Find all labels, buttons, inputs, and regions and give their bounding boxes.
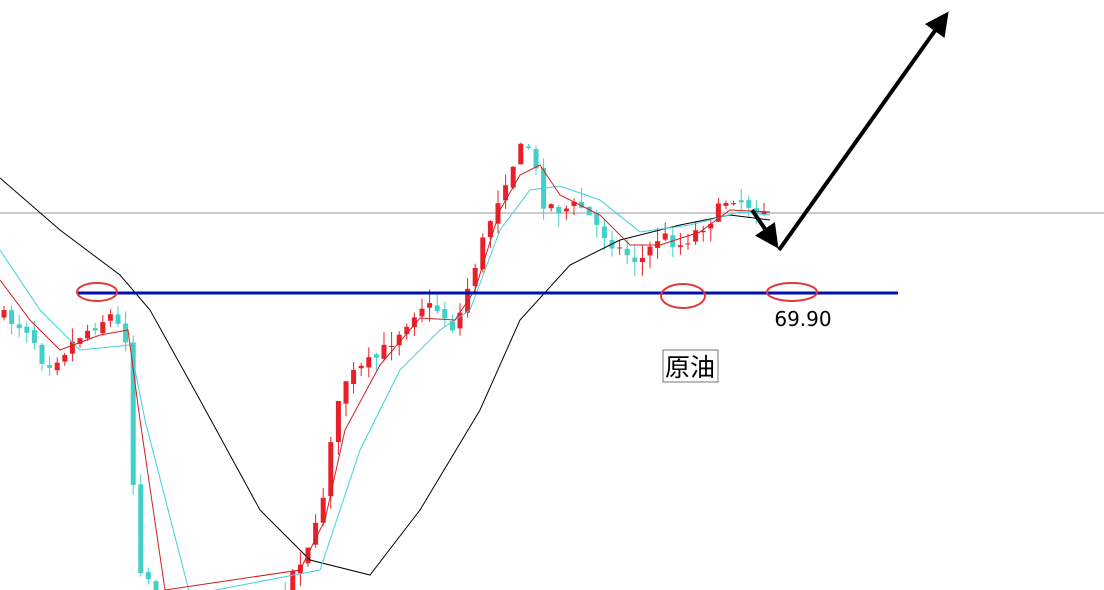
candle-body (351, 369, 357, 385)
candle-body (320, 497, 326, 523)
candle-body (472, 267, 478, 287)
candle-body (427, 303, 433, 308)
candle-body (130, 342, 136, 485)
candle-body (548, 204, 554, 209)
instrument-label: 原油 (665, 353, 715, 382)
arrow-down (750, 208, 779, 249)
candle-body (594, 212, 600, 225)
candle-body (556, 207, 562, 214)
candle-body (685, 243, 691, 245)
candle-body (313, 522, 319, 545)
highlight-ellipse (766, 282, 818, 302)
candle-body (396, 334, 402, 346)
candle-body (677, 245, 683, 247)
candle-body (138, 484, 144, 574)
candle-body (123, 323, 129, 343)
candle-body (434, 305, 440, 312)
candle-body (579, 201, 585, 208)
candle-body (601, 226, 607, 239)
candle-body (366, 357, 372, 368)
candle-body (100, 322, 106, 334)
candle-body (723, 203, 729, 206)
ma-short (0, 164, 771, 590)
candle-body (358, 365, 364, 369)
candle-body (525, 146, 531, 148)
candle-body (411, 317, 417, 328)
candle-body (518, 143, 524, 165)
candle-body (16, 324, 22, 329)
arrow-up (777, 11, 949, 252)
candle-body (77, 338, 83, 344)
candle-body (335, 401, 341, 443)
candle-body (731, 203, 737, 205)
level-label: 69.90 (774, 307, 831, 331)
candle-body (62, 354, 68, 362)
candle-body (31, 330, 37, 344)
candle-body (487, 221, 493, 238)
highlight-ellipse (660, 283, 706, 309)
candle-body (533, 149, 539, 169)
candle-body (145, 572, 151, 579)
candle-body (495, 203, 501, 224)
candle-body (761, 211, 767, 215)
candle-body (419, 308, 425, 317)
candle-body (586, 206, 592, 216)
candle-body (153, 581, 159, 590)
candle-body (693, 230, 699, 242)
candle-body (715, 203, 721, 222)
candle-body (328, 442, 334, 497)
candle-body (503, 185, 509, 201)
candle-body (624, 248, 630, 256)
candle-body (389, 345, 395, 347)
candle-body (404, 326, 410, 335)
highlight-ellipse (76, 282, 118, 302)
candle-body (92, 328, 98, 331)
candle-body (290, 570, 296, 590)
candle-body (85, 330, 91, 339)
candle-body (442, 308, 448, 319)
candle-body (480, 237, 486, 270)
candle-body (746, 200, 752, 208)
candle-body (69, 341, 75, 354)
candle-body (47, 365, 53, 368)
candle-body (753, 208, 759, 213)
candle-body (373, 354, 379, 358)
candle-body (639, 257, 645, 263)
candle-body (449, 321, 455, 331)
candle-body (54, 362, 60, 371)
candle-body (510, 166, 516, 188)
candle-body (1, 310, 7, 318)
candle-body (632, 257, 638, 263)
candle-body (617, 247, 623, 249)
label-box (662, 349, 719, 383)
candle-body (305, 547, 311, 564)
candle-body (708, 223, 714, 229)
candle-body (700, 230, 706, 233)
candle-body (571, 201, 577, 206)
candle-body (662, 233, 668, 240)
candle-body (9, 310, 15, 325)
candle-body (39, 344, 45, 364)
candle-body (647, 246, 653, 256)
candle-body (381, 344, 387, 359)
candle-body (563, 208, 569, 212)
candle-body (343, 381, 349, 404)
candle-body (107, 314, 113, 321)
candle-body (738, 200, 744, 203)
candle-body (457, 312, 463, 329)
candle-body (24, 326, 30, 333)
candle-body (115, 314, 121, 324)
